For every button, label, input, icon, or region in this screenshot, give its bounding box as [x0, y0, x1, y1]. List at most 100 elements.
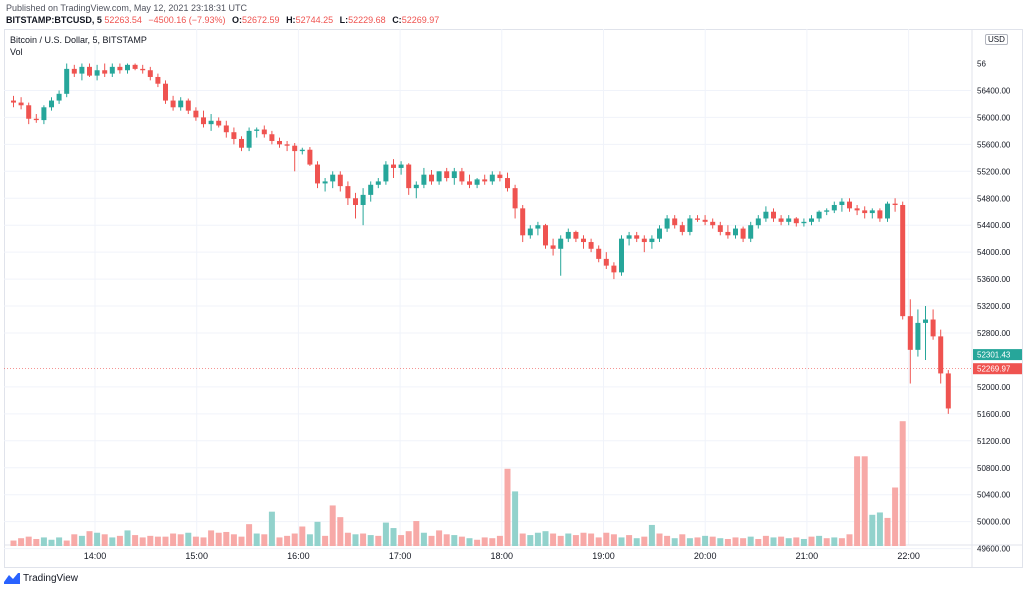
candle: [277, 137, 282, 148]
candle-body: [216, 120, 222, 126]
candle: [193, 107, 199, 121]
price-tick-label: 56000.00: [977, 113, 1011, 122]
volume-bar: [534, 532, 541, 546]
candle-body: [56, 93, 62, 101]
volume-bar: [785, 538, 792, 546]
volume-bar: [170, 533, 177, 546]
candle-body: [261, 129, 267, 135]
candle-body: [816, 211, 822, 219]
volume-bar: [466, 538, 473, 546]
candle-body: [109, 66, 115, 74]
price-tick-label: 49600.00: [977, 545, 1011, 554]
symbol-ohlc-line: BITSTAMP:BTCUSD, 5 52263.54 −4500.16 (−7…: [6, 15, 443, 25]
volume-bar: [109, 537, 116, 546]
candle-body: [178, 100, 184, 108]
volume-bar: [664, 535, 671, 546]
low-label: L:: [339, 15, 349, 25]
candle-body: [679, 225, 685, 232]
candle: [315, 161, 320, 189]
volume-bar: [116, 535, 123, 546]
open-label: O:: [232, 15, 242, 25]
candle-body: [710, 221, 716, 226]
candle: [512, 184, 518, 219]
candle-body: [33, 118, 39, 121]
volume-bar: [451, 535, 458, 546]
volume-bar: [420, 532, 427, 546]
candle-body: [147, 70, 153, 77]
candle: [467, 174, 472, 189]
candle: [170, 95, 176, 111]
candle: [634, 231, 640, 243]
volume-bar: [489, 538, 496, 546]
candle-body: [360, 194, 366, 205]
candle: [353, 192, 358, 219]
high-value: 52744.25: [295, 15, 334, 25]
candle-body: [550, 245, 556, 249]
volume-bar: [656, 533, 663, 546]
candle-body: [467, 181, 472, 185]
candle: [269, 130, 275, 145]
candle-body: [603, 258, 609, 266]
volume-bar: [230, 534, 237, 546]
candle-body: [611, 265, 617, 273]
candle: [535, 221, 541, 236]
volume-bar: [139, 537, 146, 546]
candle-body: [755, 218, 761, 226]
volume-bar: [694, 537, 701, 546]
upper-price-label-bg: [973, 349, 1022, 361]
volume-bar: [884, 517, 891, 546]
price-tick-label: 51200.00: [977, 437, 1011, 446]
price-tick-label: 52800.00: [977, 329, 1011, 338]
candle-body: [451, 171, 457, 179]
candle-series: [11, 63, 951, 414]
candle: [26, 102, 32, 125]
candle-body: [771, 211, 776, 219]
candle: [520, 204, 526, 243]
candle: [102, 63, 108, 77]
volume-bar: [382, 522, 389, 546]
volume-bar: [352, 534, 359, 546]
candle-body: [170, 100, 176, 108]
candle: [140, 64, 146, 74]
candle: [641, 235, 647, 253]
candle: [603, 252, 609, 269]
candle: [49, 97, 54, 111]
volume-bar: [40, 537, 47, 546]
volume-bar: [899, 421, 906, 546]
candle-body: [520, 208, 526, 236]
candle: [649, 235, 655, 249]
candle: [360, 188, 366, 226]
time-tick-label: 20:00: [694, 551, 717, 561]
candle: [178, 97, 184, 111]
candle-body: [641, 238, 647, 243]
candle-body: [444, 171, 450, 179]
volume-bar: [306, 534, 313, 546]
candle: [619, 235, 624, 276]
volume-bar: [876, 512, 883, 546]
candle-body: [79, 66, 85, 74]
legend-title: Bitcoin / U.S. Dollar, 5, BITSTAMP: [10, 35, 147, 45]
candle-body: [102, 70, 108, 74]
candle-body: [277, 140, 282, 145]
legend-volume: Vol: [10, 47, 23, 57]
candlestick-chart[interactable]: 56400.00 56000.00 55600.00 55200.00 54800.00…: [4, 29, 1023, 568]
volume-bar: [177, 534, 184, 546]
candle: [71, 64, 77, 77]
candle-body: [413, 184, 419, 189]
candle-body: [793, 218, 799, 224]
volume-bar: [215, 532, 222, 546]
last-price-label: 52269.97: [977, 365, 1011, 374]
candle: [398, 161, 404, 175]
candle: [79, 63, 85, 81]
candle: [657, 225, 662, 243]
price-change: −4500.16 (−7.93%): [148, 15, 226, 25]
time-tick-label: 21:00: [796, 551, 819, 561]
volume-bar: [717, 538, 724, 546]
upper-price-label: 52301.43: [977, 351, 1011, 360]
time-tick-label: 18:00: [491, 551, 514, 561]
candle: [763, 206, 769, 222]
currency-button[interactable]: USD: [985, 34, 1008, 45]
volume-bar: [557, 535, 564, 546]
time-tick-label: 17:00: [389, 551, 412, 561]
volume-bar: [71, 534, 78, 546]
